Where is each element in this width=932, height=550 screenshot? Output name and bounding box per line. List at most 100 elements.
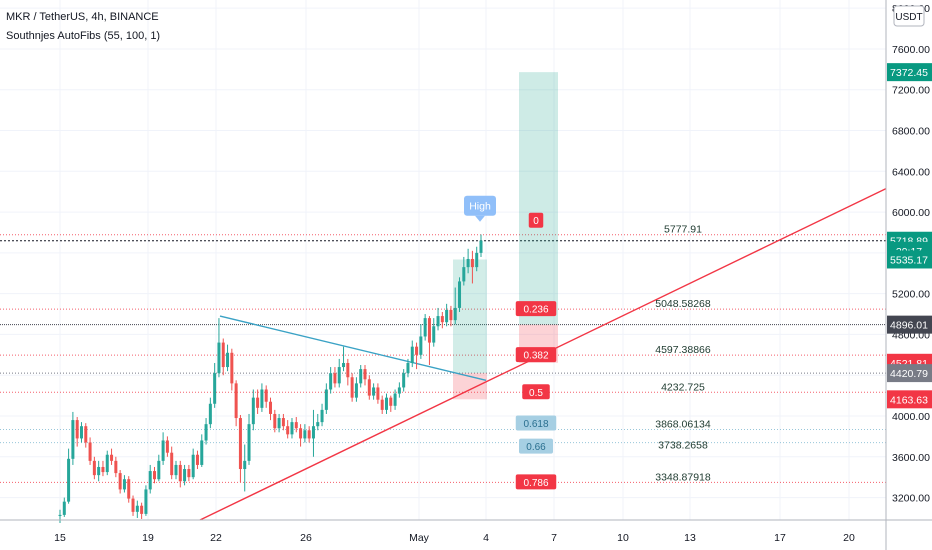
candle-body (406, 362, 410, 374)
candle-body (195, 454, 199, 465)
candle-body (75, 420, 79, 439)
candle-body (290, 422, 294, 435)
price-tag (887, 315, 932, 334)
candle-body (324, 389, 328, 410)
candle-body (84, 426, 88, 443)
y-tick-label: 7200.00 (892, 85, 930, 97)
price-tag (887, 390, 932, 409)
price-tag-label: 4420.79 (890, 368, 928, 380)
fib-price-label: 3868.06134 (655, 418, 711, 430)
candles: High (58, 195, 496, 524)
candle-body (148, 471, 152, 490)
candle-body (243, 460, 247, 470)
price-tag-label: 4163.63 (890, 394, 928, 406)
x-tick-label: 20 (843, 532, 855, 544)
candle-body (170, 452, 174, 476)
y-tick-label: 5200.00 (892, 289, 930, 301)
symbol-title[interactable]: MKR / TetherUS, 4h, BINANCE (6, 11, 159, 23)
indicator-label[interactable]: Southnjes AutoFibs (55, 100, 1) (6, 30, 161, 42)
fib-labels: 0 5777.91 0.236 5048.58268 0.382 4597.38866 0.… (515, 212, 711, 490)
candle-body (71, 420, 75, 459)
candle-body (273, 413, 277, 429)
resistance-trendline[interactable] (219, 315, 487, 381)
candle-body (410, 346, 414, 363)
candle-body (329, 373, 333, 390)
candle-body (294, 422, 298, 429)
candle-body (380, 399, 384, 410)
candle-body (213, 373, 217, 404)
candle-body (311, 426, 315, 439)
candle-body (183, 469, 187, 482)
candle-body (97, 466, 101, 476)
candle-body (157, 460, 161, 480)
candle-body (466, 258, 470, 268)
currency-badge-box[interactable] (893, 5, 925, 27)
candle-body (359, 369, 363, 384)
candle-body (260, 389, 264, 408)
candle-body (367, 379, 371, 396)
x-tick-label: 26 (300, 532, 312, 544)
candle-body (415, 346, 419, 355)
x-tick-label: 15 (54, 532, 66, 544)
candle-body (384, 397, 388, 410)
candle-body (79, 426, 83, 439)
fib-ratio-label: 0.618 (523, 419, 548, 430)
candle-body (307, 430, 311, 439)
fib-ratio-badge (528, 212, 544, 228)
y-tick-label: 4000.00 (892, 411, 930, 423)
candle-body (268, 401, 273, 414)
position-target-zone-2[interactable] (519, 72, 558, 325)
candle-body (144, 489, 148, 514)
candle-body (354, 383, 358, 398)
fib-ratio-label: 0 (533, 216, 539, 227)
y-tick-label: 3600.00 (892, 452, 930, 464)
candle-body (122, 479, 126, 490)
candle-body (397, 387, 401, 394)
fib-ratio-badge (515, 301, 557, 317)
candle-body (135, 505, 139, 512)
candle-body (333, 373, 337, 384)
candle-body (187, 469, 191, 478)
fib-ratio-label: 0.236 (523, 305, 548, 316)
candle-body (234, 383, 238, 419)
candle-body (140, 505, 144, 514)
fib-ratio-badge (522, 384, 550, 400)
fib-price-label: 4597.38866 (655, 344, 711, 356)
candle-body (337, 367, 341, 384)
candle-body (286, 426, 290, 435)
x-tick-label: 10 (617, 532, 629, 544)
candle-body (178, 464, 182, 482)
high-marker-badge (464, 195, 496, 216)
high-marker-pointer (475, 215, 485, 222)
candle-body (92, 460, 96, 476)
x-tick-label: 19 (142, 532, 154, 544)
candle-body (191, 454, 195, 478)
candle-body (470, 258, 474, 268)
candle-body (303, 430, 307, 439)
candle-body (372, 387, 376, 396)
chart-legend: MKR / TetherUS, 4h, BINANCE Southnjes Au… (6, 8, 160, 46)
candle-body (393, 393, 397, 406)
candle-body (402, 373, 406, 388)
position-target-zone[interactable] (453, 259, 487, 374)
fib-ratio-label: 0.786 (523, 478, 548, 489)
candle-body (350, 377, 354, 398)
candle-body (389, 397, 393, 406)
fib-ratio-badge (519, 438, 553, 454)
y-tick-label: 3200.00 (892, 493, 930, 505)
candle-body (427, 318, 431, 343)
candle-body (479, 240, 483, 253)
fib-price-label: 3348.87918 (655, 471, 711, 483)
candle-body (105, 454, 109, 473)
candle-body (221, 342, 225, 368)
fib-price-label: 4232.725 (661, 381, 705, 393)
y-tick-label: 6400.00 (892, 166, 930, 178)
candle-body (58, 514, 62, 516)
candle-body (475, 252, 479, 268)
currency-badge[interactable]: USDT (895, 12, 922, 23)
y-tick-label: 6800.00 (892, 126, 930, 138)
candle-body (342, 362, 346, 368)
candle-body (251, 397, 255, 425)
candle-body (423, 318, 427, 337)
